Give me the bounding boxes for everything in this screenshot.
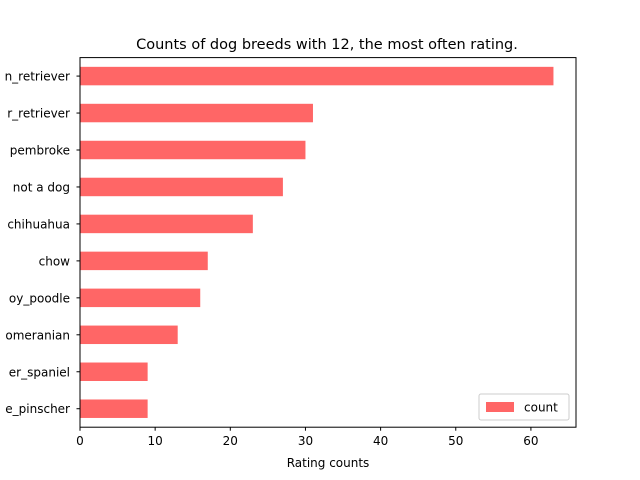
y-tick-label: oy_poodle	[9, 291, 70, 305]
legend: count	[478, 393, 570, 421]
y-tick-label: r_retriever	[7, 107, 70, 121]
x-tick-label: 0	[76, 434, 84, 448]
bar-0	[80, 66, 554, 86]
x-tick-label: 40	[373, 434, 388, 448]
x-tick-label: 30	[298, 434, 313, 448]
x-tick-label: 50	[448, 434, 463, 448]
legend-label: count	[524, 401, 558, 415]
y-tick-label: chihuahua	[7, 217, 70, 231]
chart-title: Counts of dog breeds with 12, the most o…	[136, 37, 518, 53]
plot-frame	[79, 57, 577, 428]
bars-group	[80, 66, 554, 418]
y-tick-label: pembroke	[10, 144, 70, 158]
x-tick-label: 10	[148, 434, 163, 448]
x-axis-ticks: 0 10 20 30 40 50 60	[76, 427, 539, 448]
bar-3	[80, 177, 283, 197]
y-tick-label: chow	[39, 254, 71, 268]
x-tick-label: 20	[223, 434, 238, 448]
bar-4	[80, 214, 253, 234]
y-tick-label: er_spaniel	[9, 365, 70, 379]
x-axis-label: Rating counts	[287, 456, 370, 470]
bar-1	[80, 103, 313, 123]
legend-box	[478, 393, 570, 421]
y-tick-label: omeranian	[5, 328, 70, 342]
bar-5	[80, 251, 208, 271]
legend-swatch	[486, 402, 514, 412]
y-tick-label: n_retriever	[5, 70, 70, 84]
x-tick-label: 60	[523, 434, 538, 448]
y-tick-label: e_pinscher	[5, 402, 70, 416]
bar-6	[80, 288, 201, 308]
bar-8	[80, 362, 148, 381]
y-tick-label: not a dog	[13, 180, 70, 194]
bar-2	[80, 140, 306, 160]
bar-7	[80, 325, 178, 345]
y-axis-ticks: n_retriever r_retriever pembroke not a dog c…	[5, 70, 80, 416]
bar-9	[80, 399, 148, 418]
